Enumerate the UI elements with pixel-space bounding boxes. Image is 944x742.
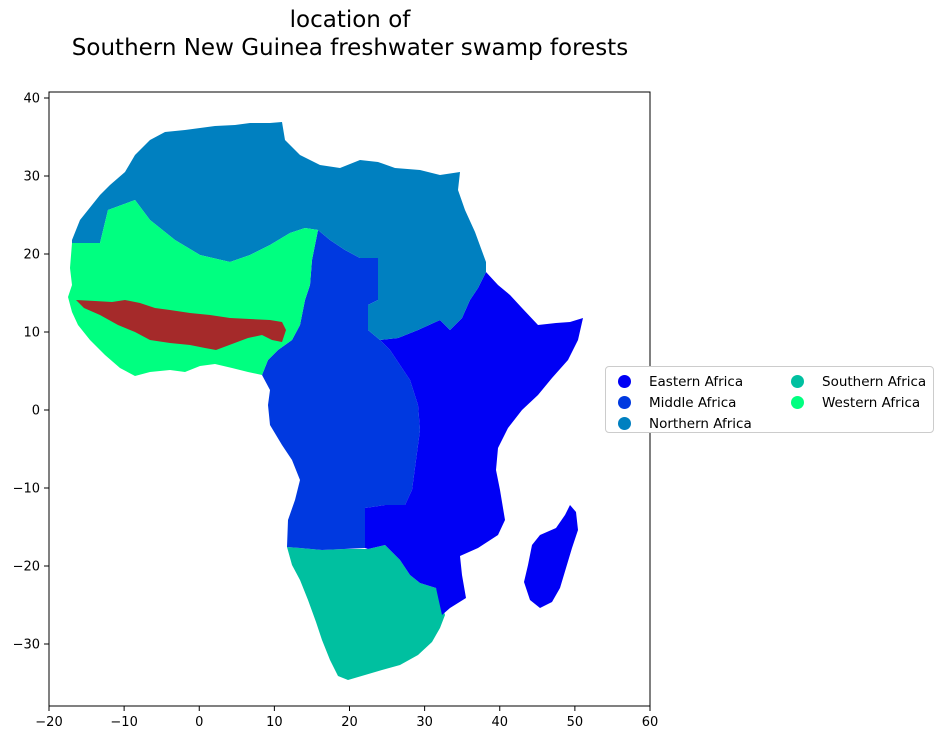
x-tick-label: −10: [110, 715, 137, 730]
legend-item-eastern-africa: Eastern Africa: [618, 371, 752, 392]
legend-item-middle-africa: Middle Africa: [618, 392, 752, 413]
title-line-2: Southern New Guinea freshwater swamp for…: [71, 35, 629, 61]
title-line-1: location of: [289, 7, 411, 33]
x-tick-label: 0: [195, 715, 203, 730]
region-middle-africa: [262, 230, 420, 550]
x-tick-label: 30: [416, 715, 433, 730]
x-axis: −20 −10 0 10 20 30 40 50 60: [35, 706, 658, 730]
region-northern-africa: [72, 122, 486, 340]
x-tick-label: 60: [642, 715, 659, 730]
y-tick-label: 30: [23, 170, 40, 185]
x-tick-label: −20: [35, 715, 62, 730]
legend: Eastern Africa Middle Africa Northern Af…: [605, 366, 934, 433]
y-tick-label: 20: [23, 248, 40, 263]
highlighted-ecoregion: [76, 300, 286, 350]
legend-item-southern-africa: Southern Africa: [791, 371, 926, 392]
legend-column-1: Eastern Africa Middle Africa Northern Af…: [618, 371, 752, 434]
y-tick-label: 0: [32, 404, 40, 419]
legend-marker: [618, 396, 631, 409]
y-tick-label: 40: [23, 92, 40, 107]
legend-label: Eastern Africa: [649, 373, 744, 390]
region-southern-africa: [287, 545, 445, 680]
y-axis: 40 30 20 10 0 −10 −20 −30: [13, 92, 49, 653]
legend-item-western-africa: Western Africa: [791, 392, 926, 413]
legend-marker: [791, 375, 804, 388]
y-tick-label: −30: [13, 638, 40, 653]
x-tick-label: 20: [341, 715, 358, 730]
legend-marker: [618, 417, 631, 430]
legend-label: Northern Africa: [649, 415, 752, 432]
x-tick-label: 50: [567, 715, 584, 730]
legend-label: Southern Africa: [822, 373, 927, 390]
region-madagascar: [524, 505, 578, 608]
legend-marker: [618, 375, 631, 388]
x-tick-label: 40: [491, 715, 508, 730]
y-tick-label: −10: [13, 482, 40, 497]
legend-marker: [791, 396, 804, 409]
y-tick-label: −20: [13, 560, 40, 575]
legend-label: Western Africa: [822, 394, 921, 411]
x-tick-label: 10: [266, 715, 283, 730]
region-eastern-africa: [365, 272, 583, 615]
africa-regions: [68, 122, 583, 680]
legend-item-northern-africa: Northern Africa: [618, 413, 752, 434]
legend-column-2: Southern Africa Western Africa: [791, 371, 926, 413]
y-tick-label: 10: [23, 326, 40, 341]
legend-label: Middle Africa: [649, 394, 737, 411]
map-title: location of Southern New Guinea freshwat…: [0, 6, 700, 62]
